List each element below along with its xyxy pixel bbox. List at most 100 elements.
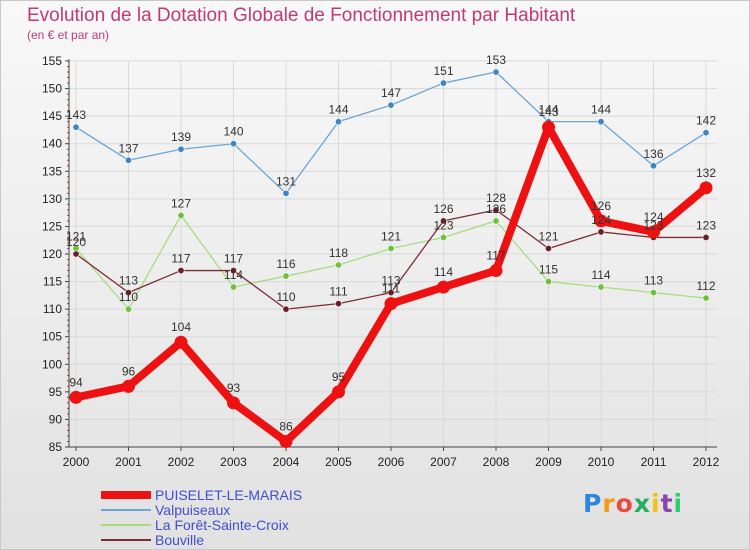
data-point: [282, 272, 290, 280]
y-tick-label: 145: [42, 109, 62, 123]
data-label: 115: [539, 263, 558, 277]
data-label: 131: [276, 174, 296, 188]
data-point: [439, 217, 447, 225]
legend-label: La Forêt-Sainte-Croix: [155, 517, 289, 533]
y-tick-label: 125: [42, 219, 62, 233]
data-label: 144: [538, 103, 558, 117]
data-label: 86: [279, 419, 293, 433]
data-point: [72, 250, 80, 258]
data-point: [282, 305, 290, 313]
data-label: 128: [486, 191, 506, 205]
data-label: 113: [381, 274, 400, 288]
data-label: 139: [171, 130, 191, 144]
data-label: 123: [433, 218, 453, 232]
data-label: 113: [119, 274, 138, 288]
data-label: 144: [591, 103, 611, 117]
y-tick-label: 85: [49, 440, 63, 454]
y-tick-label: 140: [42, 137, 62, 151]
data-label: 151: [433, 64, 453, 78]
data-point: [597, 228, 605, 236]
data-label: 143: [538, 105, 558, 119]
data-label: 142: [696, 114, 716, 128]
x-tick-label: 2006: [378, 455, 405, 469]
data-point: [647, 225, 660, 239]
data-point: [384, 297, 398, 311]
data-label: 93: [227, 381, 241, 395]
data-label: 117: [224, 252, 243, 266]
data-point: [174, 335, 188, 349]
data-point: [699, 181, 713, 195]
data-label: 136: [643, 147, 663, 161]
data-label: 96: [122, 364, 136, 378]
y-tick-label: 135: [42, 164, 62, 178]
data-point: [597, 283, 605, 291]
y-tick-label: 110: [43, 302, 62, 316]
data-point: [597, 118, 605, 126]
data-point: [492, 68, 500, 76]
y-tick-label: 150: [42, 82, 62, 96]
chart-title: Evolution de la Dotation Globale de Fonc…: [27, 5, 576, 26]
data-point: [334, 300, 342, 308]
logo-letter: r: [602, 489, 616, 518]
data-label: 123: [643, 218, 663, 232]
x-tick-label: 2008: [483, 455, 510, 469]
logo-letter: i: [651, 489, 661, 518]
data-label: 124: [643, 210, 663, 224]
x-tick-label: 2004: [273, 455, 300, 469]
legend-label: Valpuiseaux: [155, 502, 230, 518]
chart-subtitle: (en € et par an): [27, 28, 110, 42]
data-point: [649, 162, 657, 170]
legend-label: Bouville: [155, 532, 204, 548]
data-label: 114: [224, 268, 243, 282]
data-label: 124: [591, 213, 611, 227]
data-label: 121: [538, 229, 558, 243]
data-point: [177, 211, 185, 219]
data-point: [594, 214, 608, 228]
data-label: 127: [171, 196, 191, 210]
series-la-foret-sainte-croix: [72, 211, 710, 313]
legend-item: PUISELET-LE-MARAIS: [101, 487, 302, 503]
data-point: [439, 79, 447, 87]
data-point: [282, 189, 290, 197]
data-point: [387, 289, 395, 297]
y-tick-label: 155: [42, 54, 62, 68]
data-label: 95: [332, 370, 346, 384]
data-label: 117: [171, 252, 190, 266]
data-point: [649, 289, 657, 297]
data-point: [489, 264, 503, 278]
data-label: 126: [433, 202, 453, 216]
data-point: [387, 101, 395, 109]
data-point: [332, 385, 345, 399]
data-point: [387, 244, 395, 252]
data-label: 111: [329, 285, 348, 299]
data-point: [279, 434, 293, 448]
data-label: 110: [119, 290, 138, 304]
data-label: 118: [329, 246, 348, 260]
x-tick-label: 2002: [168, 455, 195, 469]
y-tick-label: 90: [49, 412, 63, 426]
y-tick-label: 130: [42, 192, 62, 206]
logo-letter: i: [673, 489, 684, 518]
data-label: 117: [486, 249, 505, 263]
x-tick-label: 2012: [693, 455, 720, 469]
y-tick-label: 95: [49, 385, 63, 399]
y-tick-label: 105: [42, 330, 62, 344]
data-label: 137: [118, 141, 138, 155]
data-label: 126: [591, 199, 611, 213]
data-point: [125, 289, 133, 297]
data-point: [702, 233, 710, 241]
data-point: [544, 278, 552, 286]
data-label: 104: [171, 320, 191, 334]
data-point: [122, 379, 135, 393]
data-label: 144: [328, 103, 348, 117]
data-point: [492, 206, 500, 214]
x-tick-label: 2001: [115, 455, 142, 469]
x-tick-label: 2007: [430, 455, 457, 469]
series-bouville: [72, 206, 710, 313]
data-point: [334, 118, 342, 126]
logo-letter: t: [660, 489, 674, 518]
legend-label: PUISELET-LE-MARAIS: [155, 487, 302, 503]
x-tick-label: 2010: [588, 455, 615, 469]
data-label: 94: [69, 375, 83, 389]
